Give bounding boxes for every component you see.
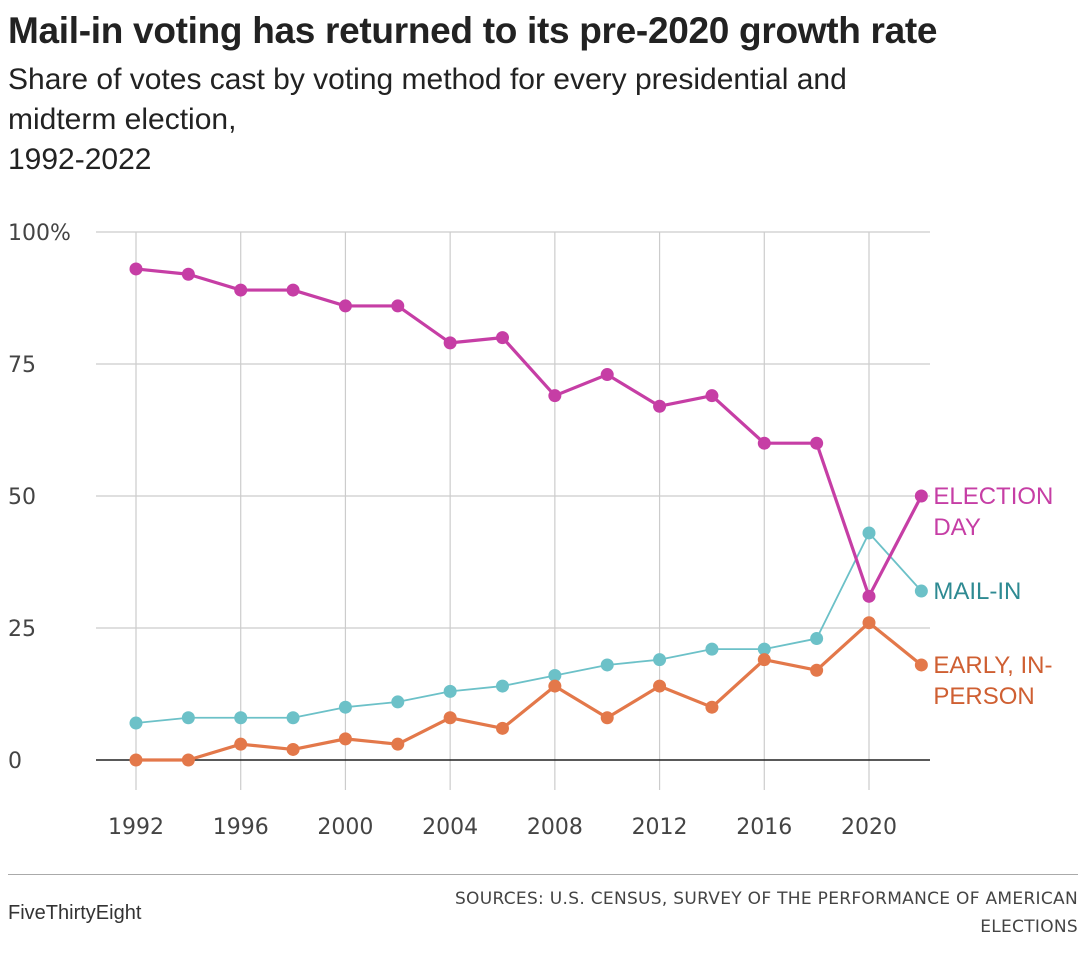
series-line — [134, 621, 923, 762]
subtitle-line: midterm election, — [8, 103, 237, 136]
x-tick-label: 2020 — [841, 815, 897, 840]
grid-lines — [96, 231, 930, 790]
data-point — [914, 584, 928, 598]
source-line: SOURCES: U.S. CENSUS, SURVEY OF THE PERF… — [454, 889, 1078, 909]
data-point — [391, 299, 405, 313]
series-labels: ELECTION DAY MAIL-IN EARLY, IN- PERSON — [933, 483, 1053, 710]
data-point — [914, 489, 928, 503]
y-tick-label: 25 — [8, 617, 36, 642]
data-point — [129, 262, 143, 276]
x-tick-label: 2008 — [527, 815, 583, 840]
footer-divider — [8, 874, 1078, 875]
x-tick-label: 1992 — [108, 815, 164, 840]
data-point — [286, 711, 300, 725]
data-point — [129, 716, 143, 730]
data-point — [181, 267, 195, 281]
series-label: ELECTION DAY — [933, 483, 1053, 541]
series-label: MAIL-IN — [933, 578, 1021, 605]
data-point — [129, 753, 143, 767]
x-tick-label: 2000 — [317, 815, 373, 840]
series-label-line: ELECTION — [933, 483, 1053, 510]
brand-name: FiveThirtyEight — [8, 902, 142, 924]
series-line — [135, 532, 923, 724]
y-tick-label: 50 — [8, 485, 36, 510]
data-point — [600, 711, 614, 725]
y-tick-label: 75 — [8, 353, 36, 378]
data-point — [286, 742, 300, 756]
data-point — [443, 336, 457, 350]
data-point — [653, 679, 667, 693]
data-point — [862, 589, 876, 603]
source-note: SOURCES: U.S. CENSUS, SURVEY OF THE PERF… — [438, 885, 1078, 941]
x-tick-label: 2012 — [632, 815, 688, 840]
series-label-line: EARLY, IN- — [933, 652, 1052, 679]
data-point — [338, 299, 352, 313]
data-point — [862, 526, 876, 540]
data-point — [705, 389, 719, 403]
series-label-line: PERSON — [933, 683, 1034, 710]
series-line — [134, 267, 923, 598]
line-chart: 0 25 50 75 100% 1992 1996 2000 2004 2008 2012 2016 2… — [8, 221, 1053, 840]
data-point — [338, 700, 352, 714]
chart-subtitle: Share of votes cast by voting method for… — [8, 60, 1008, 180]
data-point — [496, 679, 509, 693]
data-point — [810, 436, 824, 450]
data-point — [496, 331, 509, 345]
data-point — [234, 737, 248, 751]
y-tick-label: 0 — [8, 749, 22, 774]
x-tick-label: 1996 — [213, 815, 269, 840]
data-point — [600, 368, 614, 382]
data-point — [286, 283, 300, 297]
x-tick-label: 2016 — [736, 815, 792, 840]
source-line: ELECTIONS — [980, 917, 1078, 937]
data-point — [653, 653, 667, 667]
series-label-line: MAIL-IN — [933, 578, 1021, 605]
data-point — [810, 632, 824, 646]
subtitle-line: Share of votes cast by voting method for… — [8, 63, 847, 96]
data-point — [548, 679, 562, 693]
data-point — [338, 732, 352, 746]
data-point — [757, 436, 771, 450]
data-point — [443, 711, 457, 725]
data-point — [496, 721, 509, 735]
data-point — [443, 684, 457, 698]
data-point — [757, 653, 771, 667]
data-point — [653, 399, 667, 413]
data-point — [705, 700, 719, 714]
series-label-line: DAY — [933, 514, 981, 541]
y-tick-label: 100% — [8, 221, 71, 246]
data-point — [181, 753, 195, 767]
data-point — [548, 389, 562, 403]
series — [129, 262, 928, 767]
data-point — [181, 711, 195, 725]
subtitle-line: 1992-2022 — [8, 143, 152, 176]
data-point — [391, 695, 405, 709]
data-point — [810, 663, 824, 677]
data-point — [234, 283, 248, 297]
data-point — [234, 711, 248, 725]
data-point — [391, 737, 405, 751]
data-point — [914, 658, 928, 672]
data-point — [600, 658, 614, 672]
data-point — [862, 616, 876, 630]
data-point — [548, 669, 562, 683]
x-tick-label: 2004 — [422, 815, 478, 840]
chart-title: Mail-in voting has returned to its pre-2… — [8, 10, 938, 51]
axes: 0 25 50 75 100% 1992 1996 2000 2004 2008 2012 2016 2… — [8, 221, 930, 840]
data-point — [757, 642, 771, 656]
series-label: EARLY, IN- PERSON — [933, 652, 1052, 710]
data-point — [705, 642, 719, 656]
